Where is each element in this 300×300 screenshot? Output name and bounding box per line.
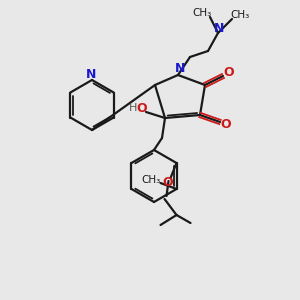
Text: O: O — [221, 118, 231, 131]
Text: O: O — [162, 176, 173, 190]
Text: O: O — [224, 67, 234, 80]
Text: CH₃: CH₃ — [192, 8, 212, 18]
Text: CH₃: CH₃ — [141, 175, 160, 185]
Text: O: O — [137, 101, 147, 115]
Text: N: N — [86, 68, 96, 82]
Text: CH₃: CH₃ — [230, 10, 250, 20]
Text: H: H — [129, 103, 137, 113]
Text: N: N — [214, 22, 224, 35]
Text: N: N — [175, 62, 185, 76]
